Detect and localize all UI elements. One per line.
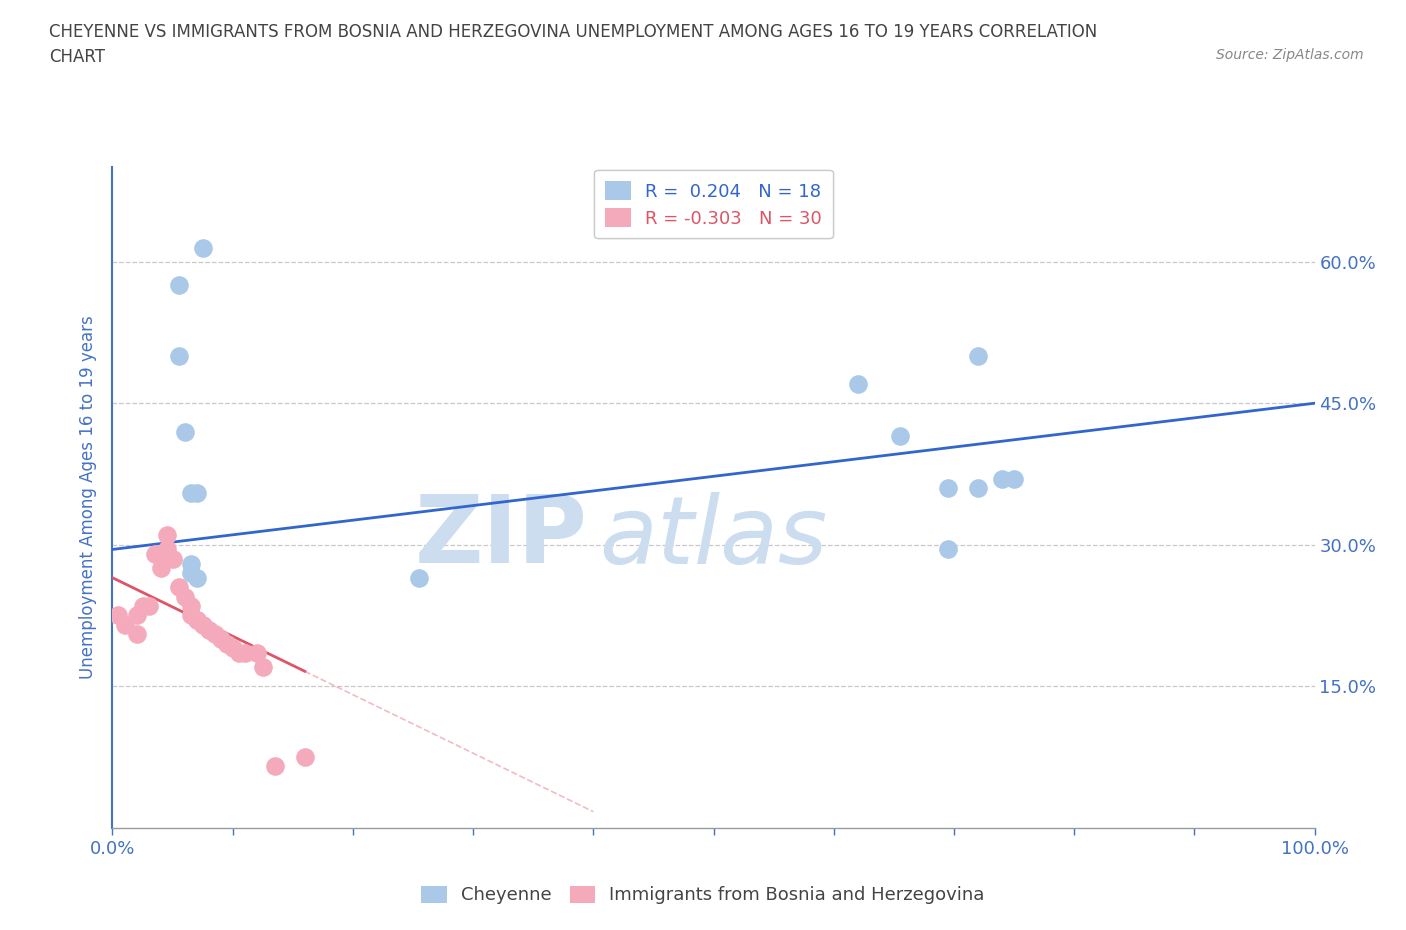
Point — [114, 618, 136, 632]
Point — [263, 759, 285, 774]
Point — [125, 627, 148, 642]
Point — [180, 565, 202, 580]
Point — [143, 547, 166, 562]
Point — [252, 660, 274, 675]
Point — [180, 485, 202, 500]
Point — [967, 349, 990, 364]
Text: CHART: CHART — [49, 48, 105, 66]
Legend: Cheyenne, Immigrants from Bosnia and Herzegovina: Cheyenne, Immigrants from Bosnia and Her… — [413, 879, 993, 911]
Point — [246, 645, 269, 660]
Text: CHEYENNE VS IMMIGRANTS FROM BOSNIA AND HERZEGOVINA UNEMPLOYMENT AMONG AGES 16 TO: CHEYENNE VS IMMIGRANTS FROM BOSNIA AND H… — [49, 23, 1098, 41]
Point — [162, 551, 184, 566]
Point — [204, 627, 226, 642]
Point — [967, 481, 990, 496]
Point — [149, 561, 172, 576]
Point — [131, 599, 153, 614]
Point — [408, 570, 430, 585]
Point — [186, 570, 208, 585]
Point — [186, 485, 208, 500]
Point — [138, 599, 160, 614]
Text: Source: ZipAtlas.com: Source: ZipAtlas.com — [1216, 48, 1364, 62]
Point — [167, 278, 190, 293]
Point — [167, 579, 190, 594]
Y-axis label: Unemployment Among Ages 16 to 19 years: Unemployment Among Ages 16 to 19 years — [79, 315, 97, 680]
Point — [294, 750, 316, 764]
Point — [186, 613, 208, 628]
Point — [155, 542, 177, 557]
Point — [173, 424, 195, 439]
Point — [180, 599, 202, 614]
Point — [191, 240, 214, 255]
Text: ZIP: ZIP — [415, 491, 588, 583]
Point — [936, 481, 959, 496]
Point — [215, 636, 238, 651]
Point — [191, 618, 214, 632]
Point — [846, 377, 869, 392]
Point — [889, 429, 911, 444]
Point — [233, 645, 256, 660]
Point — [186, 613, 208, 628]
Point — [107, 608, 129, 623]
Point — [1002, 472, 1025, 486]
Point — [209, 631, 232, 646]
Point — [991, 472, 1014, 486]
Point — [180, 556, 202, 571]
Point — [167, 349, 190, 364]
Point — [936, 542, 959, 557]
Point — [180, 608, 202, 623]
Point — [228, 645, 250, 660]
Point — [197, 622, 219, 637]
Point — [222, 641, 245, 656]
Point — [125, 608, 148, 623]
Point — [173, 590, 195, 604]
Point — [155, 528, 177, 543]
Text: atlas: atlas — [599, 492, 828, 583]
Legend: R =  0.204   N = 18, R = -0.303   N = 30: R = 0.204 N = 18, R = -0.303 N = 30 — [595, 170, 832, 238]
Point — [149, 547, 172, 562]
